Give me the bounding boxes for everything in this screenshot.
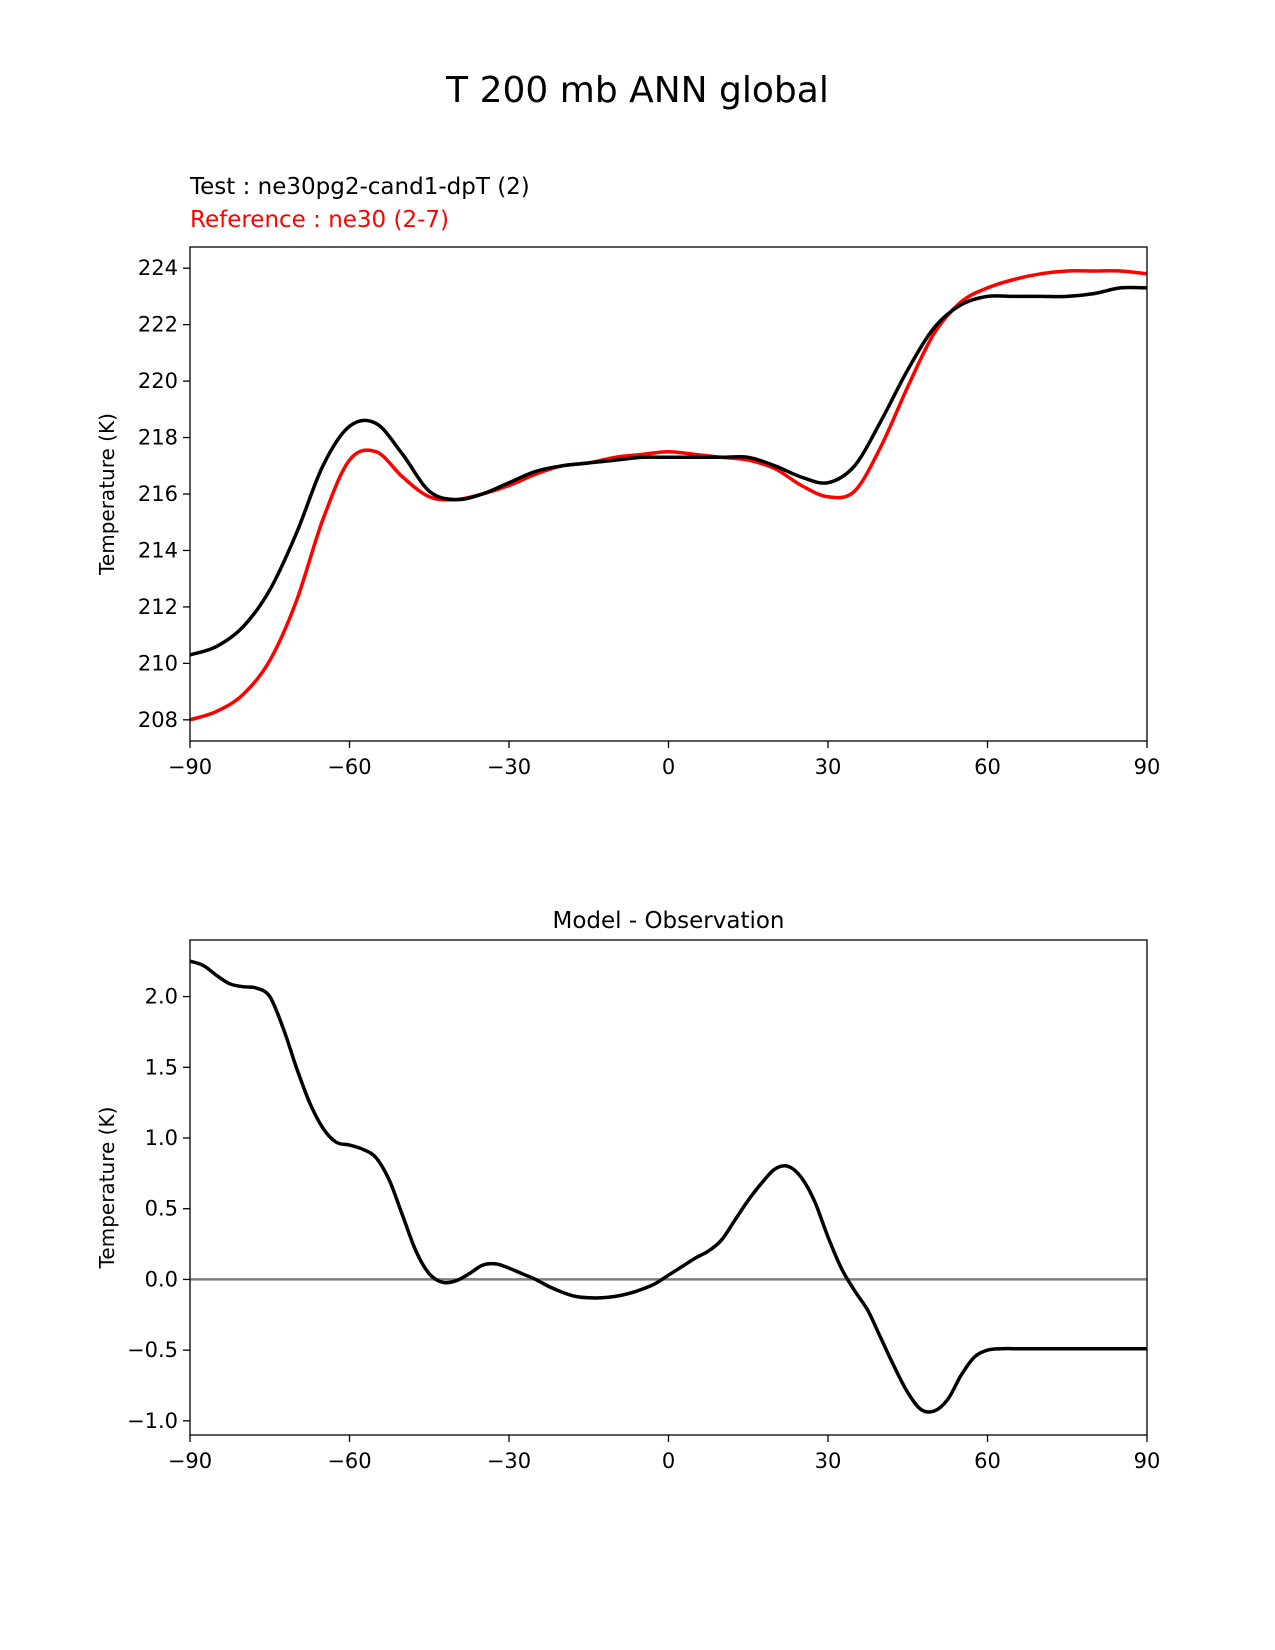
chart1-ytick-label: 220 — [138, 369, 178, 393]
figure-title: T 200 mb ANN global — [446, 70, 829, 111]
chart1-reference-series-line — [190, 269, 1147, 722]
chart1-xtick-label: 90 — [1134, 755, 1161, 779]
chart1-axes-frame — [189, 246, 1148, 742]
chart1-ytick-label: 214 — [138, 538, 178, 562]
chart1-xtick-label: 60 — [974, 755, 1001, 779]
chart1-ytick-label: 218 — [138, 426, 178, 450]
chart2-ytick-label: 1.0 — [145, 1126, 178, 1150]
chart1-ytick-label: 212 — [138, 595, 178, 619]
chart1-ylabel: Temperature (K) — [95, 413, 119, 576]
legend-reference-label: Reference : ne30 (2-7) — [190, 207, 450, 233]
chart2-xtick-label: 0 — [662, 1449, 675, 1473]
chart1-test-series-line — [190, 285, 1147, 657]
chart2-title: Model - Observation — [552, 908, 784, 934]
chart2-ytick-label: 2.0 — [145, 985, 178, 1009]
chart2-ytick-label: 1.5 — [145, 1055, 178, 1079]
chart1-ytick-label: 216 — [138, 482, 178, 506]
chart1-xtick-label: −90 — [168, 755, 212, 779]
chart2-ytick-label: 0.0 — [145, 1267, 178, 1291]
chart2-xtick-label: −30 — [487, 1449, 531, 1473]
chart1-xtick-label: 30 — [815, 755, 842, 779]
chart2-ytick-label: −1.0 — [127, 1409, 178, 1433]
chart1-xtick-label: −60 — [327, 755, 371, 779]
chart2-ytick-label: −0.5 — [127, 1338, 178, 1362]
chart1-ytick-label: 210 — [138, 651, 178, 675]
chart1-ytick-label: 208 — [138, 708, 178, 732]
chart1-ytick-label: 224 — [138, 256, 178, 280]
chart1-xtick-label: −30 — [487, 755, 531, 779]
chart1-ytick-label: 222 — [138, 313, 178, 337]
chart2-xtick-label: −90 — [168, 1449, 212, 1473]
legend-test-label: Test : ne30pg2-cand1-dpT (2) — [190, 174, 530, 200]
chart2-xtick-label: 60 — [974, 1449, 1001, 1473]
chart2-xtick-label: 90 — [1134, 1449, 1161, 1473]
chart2-test-series-line — [190, 959, 1147, 1414]
chart2-xtick-label: −60 — [327, 1449, 371, 1473]
chart1-xtick-label: 0 — [662, 755, 675, 779]
chart2-ylabel: Temperature (K) — [95, 1107, 119, 1270]
chart2-xtick-label: 30 — [815, 1449, 842, 1473]
chart2-axes-frame — [189, 939, 1148, 1436]
chart2-ytick-label: 0.5 — [145, 1197, 178, 1221]
